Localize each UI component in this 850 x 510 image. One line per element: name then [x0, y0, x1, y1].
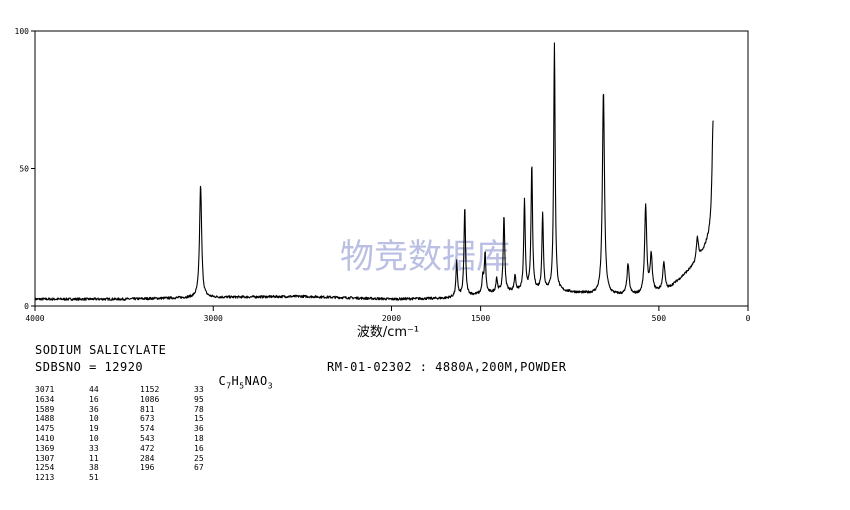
peak-table-row: 1410 10	[35, 434, 99, 444]
peak-wavenumber: 1634	[35, 394, 55, 404]
peak-table-row: 1369 33	[35, 444, 99, 454]
peak-wavenumber: 1475	[35, 424, 55, 434]
peak-intensity: 11	[89, 453, 99, 463]
peak-table-row: 1213 51	[35, 473, 99, 483]
peak-intensity: 10	[89, 433, 99, 443]
peak-table-row: 543 18	[140, 434, 204, 444]
peak-wavenumber: 1410	[35, 433, 55, 443]
measurement-method: RM-01-02302 : 4880A,200M,POWDER	[327, 360, 567, 374]
peak-intensity: 25	[194, 453, 204, 463]
peak-table-row: 1488 10	[35, 414, 99, 424]
x-tick-label: 0	[746, 314, 751, 323]
peak-intensity: 78	[194, 404, 204, 414]
sdbs-number: SDBSNO = 12920	[35, 360, 144, 374]
peak-intensity: 19	[89, 424, 99, 434]
x-tick-label: 4000	[25, 314, 44, 323]
peak-wavenumber: 811	[140, 404, 155, 414]
peak-wavenumber: 196	[140, 463, 155, 473]
peak-intensity: 44	[89, 385, 99, 394]
peak-intensity: 16	[194, 443, 204, 453]
peak-wavenumber: 543	[140, 433, 155, 443]
peak-wavenumber: 3071	[35, 385, 55, 394]
x-tick-label: 2000	[382, 314, 401, 323]
peak-intensity: 36	[89, 404, 99, 414]
raman-spectrum-chart: 物竞数据库 4000 3000 2000 1500 500 0 0 50 100 波数/cm⁻…	[15, 27, 751, 340]
compound-name: SODIUM SALICYLATE	[35, 343, 167, 357]
y-tick-label: 100	[15, 27, 30, 36]
peak-wavenumber: 1152	[140, 385, 160, 394]
peak-wavenumber: 1307	[35, 453, 55, 463]
peak-intensity: 95	[194, 394, 204, 404]
molecular-formula: C7H5NAO3	[218, 374, 274, 391]
peak-table-col2: 1152 33 1086 95 811 78 673 15 574 36 543 18 472 16 284…	[140, 385, 204, 473]
peak-table-row: 1589 36	[35, 405, 99, 415]
peak-intensity: 67	[194, 463, 204, 473]
x-tick-label: 500	[652, 314, 667, 323]
peak-table-row: 472 16	[140, 444, 204, 454]
peak-table-row: 574 36	[140, 424, 204, 434]
peak-intensity: 51	[89, 473, 99, 483]
peak-wavenumber: 284	[140, 453, 155, 463]
peak-wavenumber: 1369	[35, 443, 55, 453]
peak-wavenumber: 574	[140, 424, 155, 434]
watermark: 物竞数据库	[340, 237, 510, 277]
y-tick-label: 50	[19, 165, 29, 174]
peak-intensity: 33	[89, 443, 99, 453]
y-tick-label: 0	[24, 302, 29, 311]
peak-table-row: 673 15	[140, 414, 204, 424]
peak-intensity: 10	[89, 414, 99, 424]
peak-table-row: 3071 44	[35, 385, 99, 395]
peak-intensity: 36	[194, 424, 204, 434]
peak-table-row: 1152 33	[140, 385, 204, 395]
peak-wavenumber: 472	[140, 443, 155, 453]
peak-wavenumber: 1589	[35, 404, 55, 414]
x-tick-label: 1500	[471, 314, 490, 323]
peak-table-row: 1254 38	[35, 463, 99, 473]
x-tick-label: 3000	[204, 314, 223, 323]
peak-intensity: 16	[89, 394, 99, 404]
peak-table-row: 1086 95	[140, 395, 204, 405]
peak-wavenumber: 1488	[35, 414, 55, 424]
peak-table-row: 196 67	[140, 463, 204, 473]
peak-table-col1: 3071 44 1634 16 1589 36 1488 10 1475 19 1410 10 1369…	[35, 385, 99, 483]
peak-table-row: 811 78	[140, 405, 204, 415]
peak-intensity: 33	[194, 385, 204, 394]
x-axis-ticks: 4000 3000 2000 1500 500 0	[25, 306, 751, 323]
peak-table-row: 1475 19	[35, 424, 99, 434]
peak-table-row: 284 25	[140, 454, 204, 464]
peak-wavenumber: 1213	[35, 473, 55, 483]
spectrum-line	[34, 42, 714, 301]
peak-intensity: 18	[194, 433, 204, 443]
x-axis-label: 波数/cm⁻¹	[357, 325, 419, 340]
peak-wavenumber: 1254	[35, 463, 55, 473]
peak-wavenumber: 673	[140, 414, 155, 424]
y-axis-ticks: 0 50 100	[15, 27, 35, 311]
peak-intensity: 15	[194, 414, 204, 424]
peak-table-row: 1307 11	[35, 454, 99, 464]
peak-table-row: 1634 16	[35, 395, 99, 405]
peak-intensity: 38	[89, 463, 99, 473]
peak-wavenumber: 1086	[140, 394, 160, 404]
